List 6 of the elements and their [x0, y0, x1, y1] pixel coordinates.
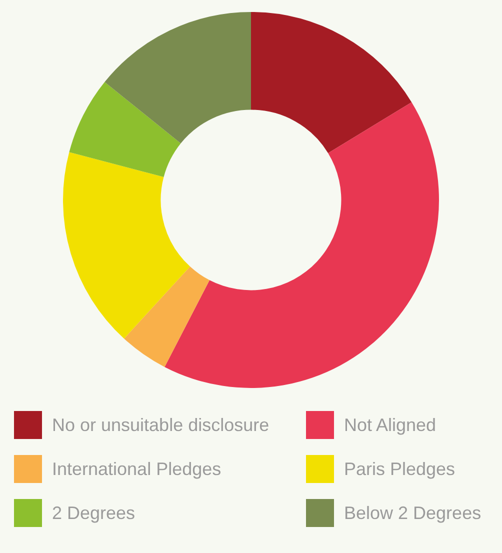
legend-label: Below 2 Degrees: [344, 502, 482, 524]
legend-label: Paris Pledges: [344, 458, 456, 480]
legend-label: No or unsuitable disclosure: [52, 414, 270, 436]
legend-label: Not Aligned: [344, 414, 436, 436]
legend-label: International Pledges: [52, 458, 222, 480]
legend-label: 2 Degrees: [52, 502, 136, 524]
